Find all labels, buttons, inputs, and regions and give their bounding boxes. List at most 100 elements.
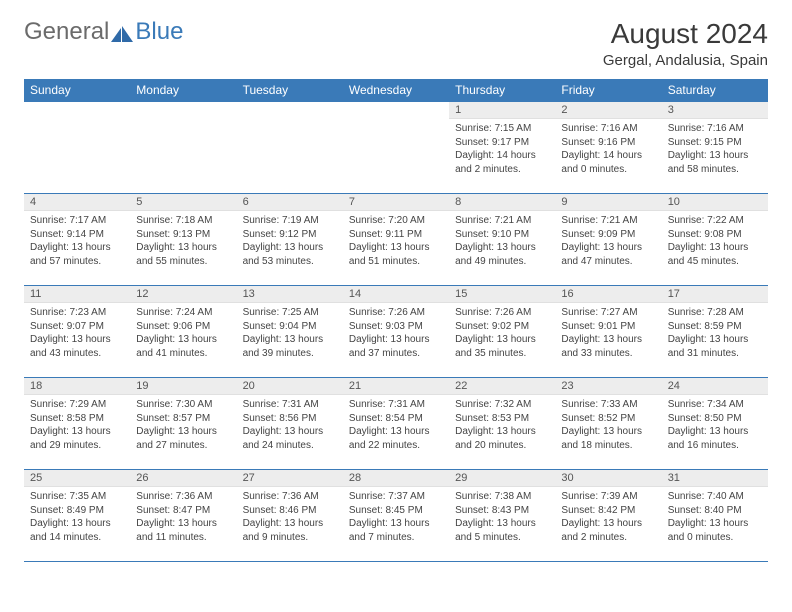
sunrise-line: Sunrise: 7:18 AM bbox=[136, 214, 230, 228]
calendar-day-cell: 15Sunrise: 7:26 AMSunset: 9:02 PMDayligh… bbox=[449, 286, 555, 378]
sunrise-line: Sunrise: 7:35 AM bbox=[30, 490, 124, 504]
day-details: Sunrise: 7:33 AMSunset: 8:52 PMDaylight:… bbox=[555, 395, 661, 456]
calendar-day-cell: 7Sunrise: 7:20 AMSunset: 9:11 PMDaylight… bbox=[343, 194, 449, 286]
day-details: Sunrise: 7:30 AMSunset: 8:57 PMDaylight:… bbox=[130, 395, 236, 456]
calendar-day-cell: 11Sunrise: 7:23 AMSunset: 9:07 PMDayligh… bbox=[24, 286, 130, 378]
calendar-day-cell: 17Sunrise: 7:28 AMSunset: 8:59 PMDayligh… bbox=[662, 286, 768, 378]
daylight-line: Daylight: 13 hours and 57 minutes. bbox=[30, 241, 124, 268]
daylight-line: Daylight: 13 hours and 14 minutes. bbox=[30, 517, 124, 544]
day-number: 17 bbox=[662, 286, 768, 303]
calendar-day-cell: 23Sunrise: 7:33 AMSunset: 8:52 PMDayligh… bbox=[555, 378, 661, 470]
sunrise-line: Sunrise: 7:20 AM bbox=[349, 214, 443, 228]
day-number: 4 bbox=[24, 194, 130, 211]
day-number: 2 bbox=[555, 102, 661, 119]
calendar-day-cell: 4Sunrise: 7:17 AMSunset: 9:14 PMDaylight… bbox=[24, 194, 130, 286]
day-details: Sunrise: 7:16 AMSunset: 9:16 PMDaylight:… bbox=[555, 119, 661, 180]
daylight-line: Daylight: 13 hours and 58 minutes. bbox=[668, 149, 762, 176]
day-details: Sunrise: 7:27 AMSunset: 9:01 PMDaylight:… bbox=[555, 303, 661, 364]
day-number: 12 bbox=[130, 286, 236, 303]
day-details: Sunrise: 7:31 AMSunset: 8:56 PMDaylight:… bbox=[237, 395, 343, 456]
daylight-line: Daylight: 13 hours and 39 minutes. bbox=[243, 333, 337, 360]
sunset-line: Sunset: 9:11 PM bbox=[349, 228, 443, 242]
sunrise-line: Sunrise: 7:39 AM bbox=[561, 490, 655, 504]
daylight-line: Daylight: 13 hours and 33 minutes. bbox=[561, 333, 655, 360]
calendar-day-cell: 21Sunrise: 7:31 AMSunset: 8:54 PMDayligh… bbox=[343, 378, 449, 470]
calendar-day-cell: 2Sunrise: 7:16 AMSunset: 9:16 PMDaylight… bbox=[555, 102, 661, 194]
daylight-line: Daylight: 13 hours and 22 minutes. bbox=[349, 425, 443, 452]
sunrise-line: Sunrise: 7:31 AM bbox=[349, 398, 443, 412]
day-number: 8 bbox=[449, 194, 555, 211]
sunrise-line: Sunrise: 7:23 AM bbox=[30, 306, 124, 320]
weekday-header: Monday bbox=[130, 79, 236, 102]
sunset-line: Sunset: 9:07 PM bbox=[30, 320, 124, 334]
sunset-line: Sunset: 8:49 PM bbox=[30, 504, 124, 518]
calendar-day-cell: 13 Sunrise: 7:25 AMSunset: 9:04 PMDayligh… bbox=[237, 286, 343, 378]
weekday-header: Saturday bbox=[662, 79, 768, 102]
location-text: Gergal, Andalusia, Spain bbox=[603, 52, 768, 69]
day-details: Sunrise: 7:22 AMSunset: 9:08 PMDaylight:… bbox=[662, 211, 768, 272]
sunset-line: Sunset: 9:13 PM bbox=[136, 228, 230, 242]
day-details: Sunrise: 7:19 AMSunset: 9:12 PMDaylight:… bbox=[237, 211, 343, 272]
daylight-line: Daylight: 13 hours and 45 minutes. bbox=[668, 241, 762, 268]
sunset-line: Sunset: 9:08 PM bbox=[668, 228, 762, 242]
brand-logo: General Blue bbox=[24, 18, 183, 46]
day-number: 23 bbox=[555, 378, 661, 395]
sunset-line: Sunset: 8:50 PM bbox=[668, 412, 762, 426]
day-details: Sunrise: 7:23 AMSunset: 9:07 PMDaylight:… bbox=[24, 303, 130, 364]
sunset-line: Sunset: 9:06 PM bbox=[136, 320, 230, 334]
daylight-line: Daylight: 13 hours and 31 minutes. bbox=[668, 333, 762, 360]
sunrise-line: Sunrise: 7:26 AM bbox=[455, 306, 549, 320]
sunrise-line: Sunrise: 7:30 AM bbox=[136, 398, 230, 412]
sunrise-line: Sunrise: 7:36 AM bbox=[243, 490, 337, 504]
calendar-day-cell bbox=[130, 102, 236, 194]
day-number: 26 bbox=[130, 470, 236, 487]
daylight-line: Daylight: 13 hours and 35 minutes. bbox=[455, 333, 549, 360]
sunrise-line: Sunrise: 7:27 AM bbox=[561, 306, 655, 320]
month-title: August 2024 bbox=[603, 18, 768, 50]
daylight-line: Daylight: 13 hours and 47 minutes. bbox=[561, 241, 655, 268]
calendar-day-cell: 19Sunrise: 7:30 AMSunset: 8:57 PMDayligh… bbox=[130, 378, 236, 470]
day-number: 28 bbox=[343, 470, 449, 487]
day-details: Sunrise: 7:21 AMSunset: 9:09 PMDaylight:… bbox=[555, 211, 661, 272]
sunset-line: Sunset: 9:15 PM bbox=[668, 136, 762, 150]
day-details: Sunrise: 7:35 AMSunset: 8:49 PMDaylight:… bbox=[24, 487, 130, 548]
sunrise-line: Sunrise: 7:16 AM bbox=[561, 122, 655, 136]
day-details: Sunrise: 7:17 AMSunset: 9:14 PMDaylight:… bbox=[24, 211, 130, 272]
sunset-line: Sunset: 8:56 PM bbox=[243, 412, 337, 426]
day-number: 24 bbox=[662, 378, 768, 395]
sunset-line: Sunset: 8:53 PM bbox=[455, 412, 549, 426]
calendar-week-row: 11Sunrise: 7:23 AMSunset: 9:07 PMDayligh… bbox=[24, 286, 768, 378]
weekday-header-row: Sunday Monday Tuesday Wednesday Thursday… bbox=[24, 79, 768, 102]
calendar-day-cell: 31Sunrise: 7:40 AMSunset: 8:40 PMDayligh… bbox=[662, 470, 768, 562]
brand-sail-icon bbox=[111, 23, 133, 41]
sunrise-line: Sunrise: 7:19 AM bbox=[243, 214, 337, 228]
sunset-line: Sunset: 9:02 PM bbox=[455, 320, 549, 334]
day-number: 18 bbox=[24, 378, 130, 395]
sunset-line: Sunset: 8:47 PM bbox=[136, 504, 230, 518]
calendar-day-cell: 1Sunrise: 7:15 AMSunset: 9:17 PMDaylight… bbox=[449, 102, 555, 194]
day-details: Sunrise: 7:36 AMSunset: 8:46 PMDaylight:… bbox=[237, 487, 343, 548]
weekday-header: Tuesday bbox=[237, 79, 343, 102]
daylight-line: Daylight: 13 hours and 41 minutes. bbox=[136, 333, 230, 360]
sunset-line: Sunset: 8:45 PM bbox=[349, 504, 443, 518]
weekday-header: Thursday bbox=[449, 79, 555, 102]
sunrise-line: Sunrise: 7:25 AM bbox=[243, 306, 337, 320]
day-details: Sunrise: 7:34 AMSunset: 8:50 PMDaylight:… bbox=[662, 395, 768, 456]
sunset-line: Sunset: 9:03 PM bbox=[349, 320, 443, 334]
day-number: 19 bbox=[130, 378, 236, 395]
sunset-line: Sunset: 8:57 PM bbox=[136, 412, 230, 426]
sunset-line: Sunset: 9:12 PM bbox=[243, 228, 337, 242]
daylight-line: Daylight: 13 hours and 37 minutes. bbox=[349, 333, 443, 360]
sunset-line: Sunset: 8:58 PM bbox=[30, 412, 124, 426]
sunrise-line: Sunrise: 7:40 AM bbox=[668, 490, 762, 504]
day-number: 10 bbox=[662, 194, 768, 211]
daylight-line: Daylight: 13 hours and 55 minutes. bbox=[136, 241, 230, 268]
daylight-line: Daylight: 13 hours and 49 minutes. bbox=[455, 241, 549, 268]
sunset-line: Sunset: 9:04 PM bbox=[243, 320, 337, 334]
daylight-line: Daylight: 13 hours and 43 minutes. bbox=[30, 333, 124, 360]
day-number: 13 bbox=[237, 286, 343, 303]
calendar-day-cell bbox=[24, 102, 130, 194]
sunset-line: Sunset: 9:09 PM bbox=[561, 228, 655, 242]
sunset-line: Sunset: 8:46 PM bbox=[243, 504, 337, 518]
sunrise-line: Sunrise: 7:32 AM bbox=[455, 398, 549, 412]
